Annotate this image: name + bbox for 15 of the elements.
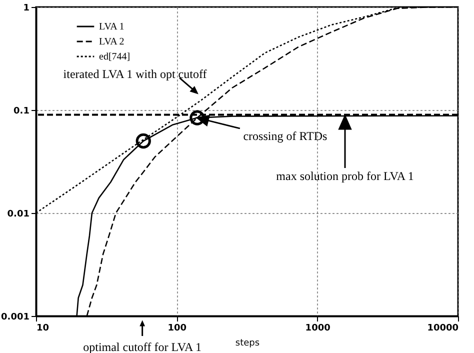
annotation: crossing of RTDs (243, 128, 328, 143)
annotation: iterated LVA 1 with opt cutoff (63, 67, 207, 81)
x-tick-label: 10 (36, 324, 50, 334)
legend-label: ed[744] (99, 52, 130, 62)
x-tick-label: 10000 (427, 324, 458, 334)
y-tick-label: 0.1 (14, 106, 30, 116)
legend-label: LVA 2 (99, 36, 124, 48)
annotation: max solution prob for LVA 1 (276, 169, 414, 183)
x-axis-title: steps (235, 338, 260, 348)
x-tick-label: 100 (168, 324, 187, 334)
y-tick-label: 0.01 (7, 210, 30, 220)
legend-label: LVA 1 (99, 22, 124, 32)
x-tick-label: 1000 (305, 324, 330, 334)
y-tick-label: 1 (23, 4, 30, 14)
y-tick-label: 0.001 (1, 312, 30, 322)
